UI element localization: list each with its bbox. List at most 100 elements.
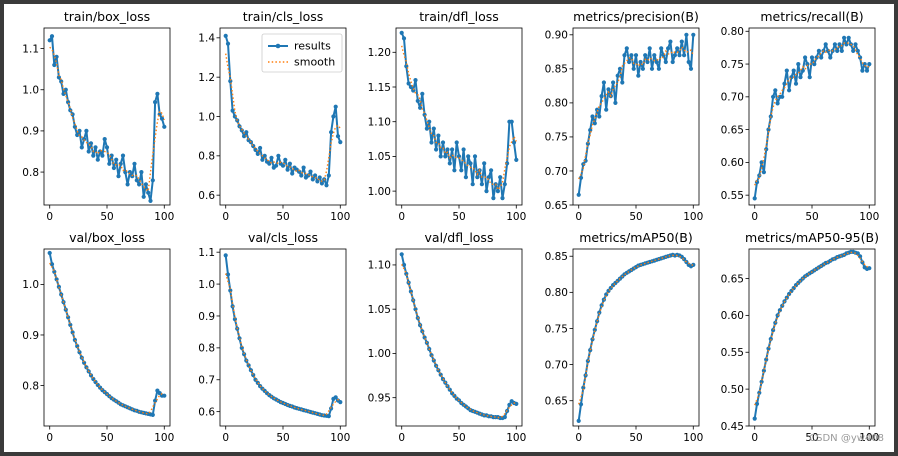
x-tick-label: 50: [805, 432, 818, 444]
results-point: [858, 254, 863, 259]
results-point: [581, 162, 586, 167]
plot-area: [223, 253, 343, 419]
y-tick-label: 0.75: [545, 323, 568, 335]
results-point: [230, 108, 235, 113]
subplot-title: val/dfl_loss: [425, 230, 494, 245]
results-line: [400, 254, 517, 419]
x-tick-label: 0: [398, 432, 405, 444]
results-point: [691, 262, 696, 267]
results-point: [486, 175, 491, 180]
y-tick-label: 0.45: [721, 421, 744, 433]
plot-area: [752, 35, 872, 201]
results-point: [684, 32, 689, 37]
results-point: [326, 173, 331, 178]
results-point: [63, 307, 68, 312]
results-point: [853, 42, 858, 47]
results-point: [828, 55, 833, 60]
subplot-title: val/cls_loss: [248, 230, 318, 245]
y-tick-label: 0.65: [721, 273, 744, 285]
subplot-train-cls-loss: train/cls_loss 0.6 0.8 1.0 1.2 1.4 0 50 100 resul…: [198, 9, 350, 223]
y-tick-label: 0.90: [545, 30, 568, 42]
results-point: [56, 284, 62, 289]
results-point: [791, 68, 796, 73]
x-tick-label: 50: [452, 211, 465, 223]
x-tick-label: 0: [575, 432, 582, 444]
results-point: [675, 46, 680, 51]
x-tick-label: 0: [751, 211, 758, 223]
results-point: [406, 81, 411, 86]
results-point: [578, 175, 584, 180]
results-point: [592, 121, 597, 126]
results-point: [329, 130, 334, 135]
results-point: [399, 252, 404, 257]
y-tick-label: 0.80: [545, 98, 568, 110]
plot-area: [752, 249, 872, 421]
results-point: [326, 414, 331, 419]
results-point: [666, 46, 671, 51]
results-point: [475, 175, 480, 180]
x-tick-label: 50: [629, 211, 642, 223]
results-point: [679, 39, 684, 44]
y-tick-label: 0.8: [198, 151, 215, 163]
results-line: [400, 32, 518, 200]
results-point: [114, 157, 119, 162]
results-point: [631, 66, 636, 71]
results-point: [95, 157, 100, 162]
x-tick-label: 0: [751, 432, 758, 444]
results-point: [682, 53, 687, 58]
results-point: [49, 262, 55, 267]
results-line: [577, 253, 694, 422]
results-line: [48, 252, 165, 416]
results-point: [803, 55, 808, 60]
y-tick-label: 1.0: [198, 111, 215, 123]
results-point: [244, 130, 249, 135]
y-tick-label: 0.85: [545, 64, 568, 76]
results-point: [338, 400, 343, 405]
y-tick-label: 0.80: [545, 287, 568, 299]
results-point: [461, 147, 466, 152]
results-point: [633, 53, 639, 58]
results-point: [654, 59, 659, 65]
results-point: [47, 38, 52, 43]
results-point: [842, 35, 847, 40]
results-point: [79, 145, 84, 150]
results-point: [773, 320, 778, 325]
y-tick-label: 1.00: [368, 348, 391, 360]
results-line: [48, 35, 166, 202]
results-point: [159, 116, 165, 121]
x-tick-label: 50: [629, 432, 642, 444]
results-point: [466, 154, 471, 159]
results-point: [72, 337, 77, 343]
results-point: [656, 66, 662, 71]
results-point: [63, 87, 68, 92]
results-point: [225, 41, 231, 46]
x-tick-label: 100: [683, 432, 703, 444]
figure-frame: train/box_loss 0.8 0.9 1.0 1.1 0 50 100 train/cl…: [4, 4, 894, 452]
legend-box: [261, 33, 343, 73]
y-tick-label: 1.15: [368, 82, 391, 94]
y-tick-label: 0.60: [721, 157, 744, 169]
x-tick-label: 100: [506, 211, 526, 223]
results-point: [640, 66, 646, 71]
subplot-title: metrics/recall(B): [760, 9, 863, 24]
results-point: [242, 134, 247, 139]
y-tick-label: 1.0: [22, 279, 39, 291]
results-point: [851, 48, 856, 54]
results-point: [399, 30, 404, 35]
results-point: [306, 173, 311, 178]
results-point: [787, 88, 792, 93]
results-point: [585, 141, 591, 146]
legend: results smooth: [261, 33, 343, 73]
results-point: [162, 124, 167, 129]
results-point: [447, 161, 452, 166]
legend-label-smooth: smooth: [294, 56, 335, 69]
results-point: [413, 78, 418, 83]
results-point: [459, 168, 464, 173]
results-point: [659, 46, 664, 51]
results-point: [620, 80, 625, 85]
plot-area: [399, 252, 519, 421]
results-point: [335, 134, 341, 139]
results-point: [615, 73, 620, 78]
y-tick-label: 1.10: [368, 117, 391, 129]
results-point: [784, 68, 789, 73]
